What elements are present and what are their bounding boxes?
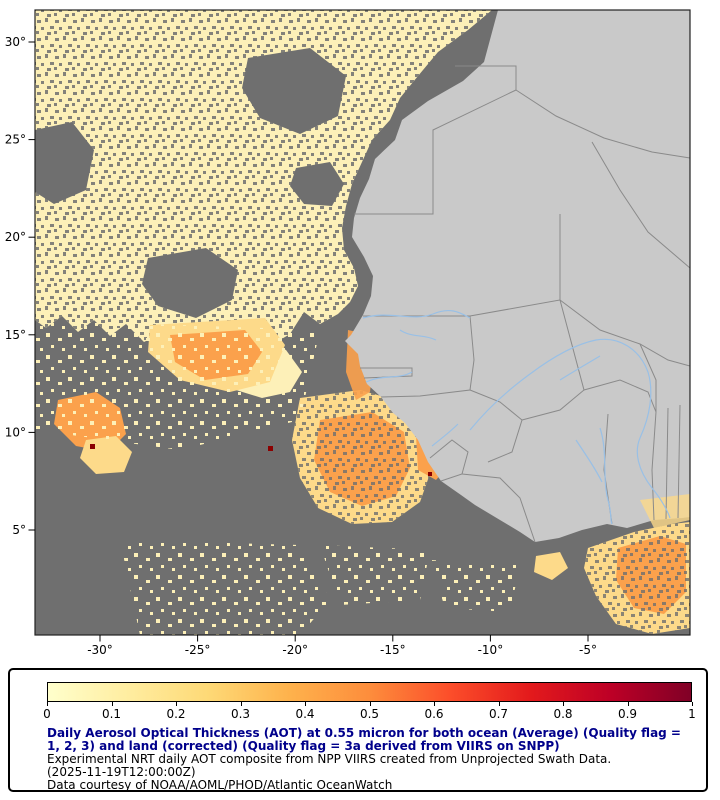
legend-credit: Data courtesy of NOAA/AOML/PHOD/Atlantic… xyxy=(47,778,393,792)
colorbar-tick xyxy=(111,702,113,706)
aot-land-patch xyxy=(640,494,690,528)
legend-panel: 0 0.1 0.2 0.3 0.4 0.5 0.6 0.7 0.8 0.9 1 Daily Aero… xyxy=(8,668,708,792)
lon-tick-label: -20° xyxy=(282,643,308,657)
lon-tick-label: -10° xyxy=(478,643,504,657)
lat-tick-label: 30° xyxy=(5,35,26,49)
colorbar-tick-label: 0.1 xyxy=(101,707,122,721)
lat-tick-label: 10° xyxy=(5,425,26,439)
legend-subtitle: Experimental NRT daily AOT composite fro… xyxy=(47,752,612,766)
lat-tick-label: 15° xyxy=(5,328,26,342)
colorbar-tick xyxy=(369,702,371,706)
lon-tick-label: -30° xyxy=(87,643,113,657)
lat-tick-label: 25° xyxy=(5,133,26,147)
colorbar-tick xyxy=(305,702,306,706)
colorbar xyxy=(47,682,692,702)
colorbar-tick xyxy=(692,702,693,706)
lon-tick-label: -5° xyxy=(579,643,597,657)
legend-timestamp: (2025-11-19T12:00:00Z) xyxy=(47,765,196,779)
legend-caption: Daily Aerosol Optical Thickness (AOT) at… xyxy=(47,727,696,792)
lat-tick-label: 5° xyxy=(12,523,26,537)
colorbar-tick-label: 0.8 xyxy=(553,707,573,721)
colorbar-tick-label: 0 xyxy=(43,707,51,721)
colorbar-tick-label: 1 xyxy=(688,707,696,721)
country-borders xyxy=(354,65,690,543)
legend-title: Daily Aerosol Optical Thickness (AOT) at… xyxy=(47,726,681,753)
map-content xyxy=(35,10,690,635)
map-image: 30° 25° 20° 15° 10° 5° -30° -25° -20° -15° -10° -5° xyxy=(5,9,691,657)
axes: 30° 25° 20° 15° 10° 5° -30° -25° -20° -15° -10° -5° xyxy=(5,35,597,657)
colorbar-tick-label: 0.6 xyxy=(424,707,444,721)
colorbar-tick xyxy=(498,702,500,706)
colorbar-tick-label: 0.2 xyxy=(166,707,186,721)
colorbar-tick xyxy=(434,702,435,706)
colorbar-tick-label: 0.9 xyxy=(617,707,638,721)
plot-frame xyxy=(34,9,691,636)
colorbar-tick xyxy=(47,702,48,706)
colorbar-tick xyxy=(240,702,242,706)
colorbar-tick xyxy=(563,702,564,706)
colorbar-tick-label: 0.7 xyxy=(488,707,509,721)
lat-tick-label: 20° xyxy=(5,230,26,244)
colorbar-tick xyxy=(627,702,629,706)
colorbar-tick xyxy=(176,702,177,706)
land-west-africa xyxy=(345,10,690,542)
aot-sparse-speckles xyxy=(35,320,520,635)
colorbar-tick-label: 0.5 xyxy=(359,707,380,721)
colorbar-tick-label: 0.4 xyxy=(295,707,315,721)
aot-patch-gulf xyxy=(534,522,690,634)
colorbar-area: 0 0.1 0.2 0.3 0.4 0.5 0.6 0.7 0.8 0.9 1 xyxy=(43,682,696,724)
colorbar-tick-label: 0.3 xyxy=(230,707,251,721)
lon-tick-label: -15° xyxy=(380,643,406,657)
rivers xyxy=(362,310,671,525)
aot-extreme-specks xyxy=(90,444,432,476)
lon-tick-label: -25° xyxy=(185,643,211,657)
